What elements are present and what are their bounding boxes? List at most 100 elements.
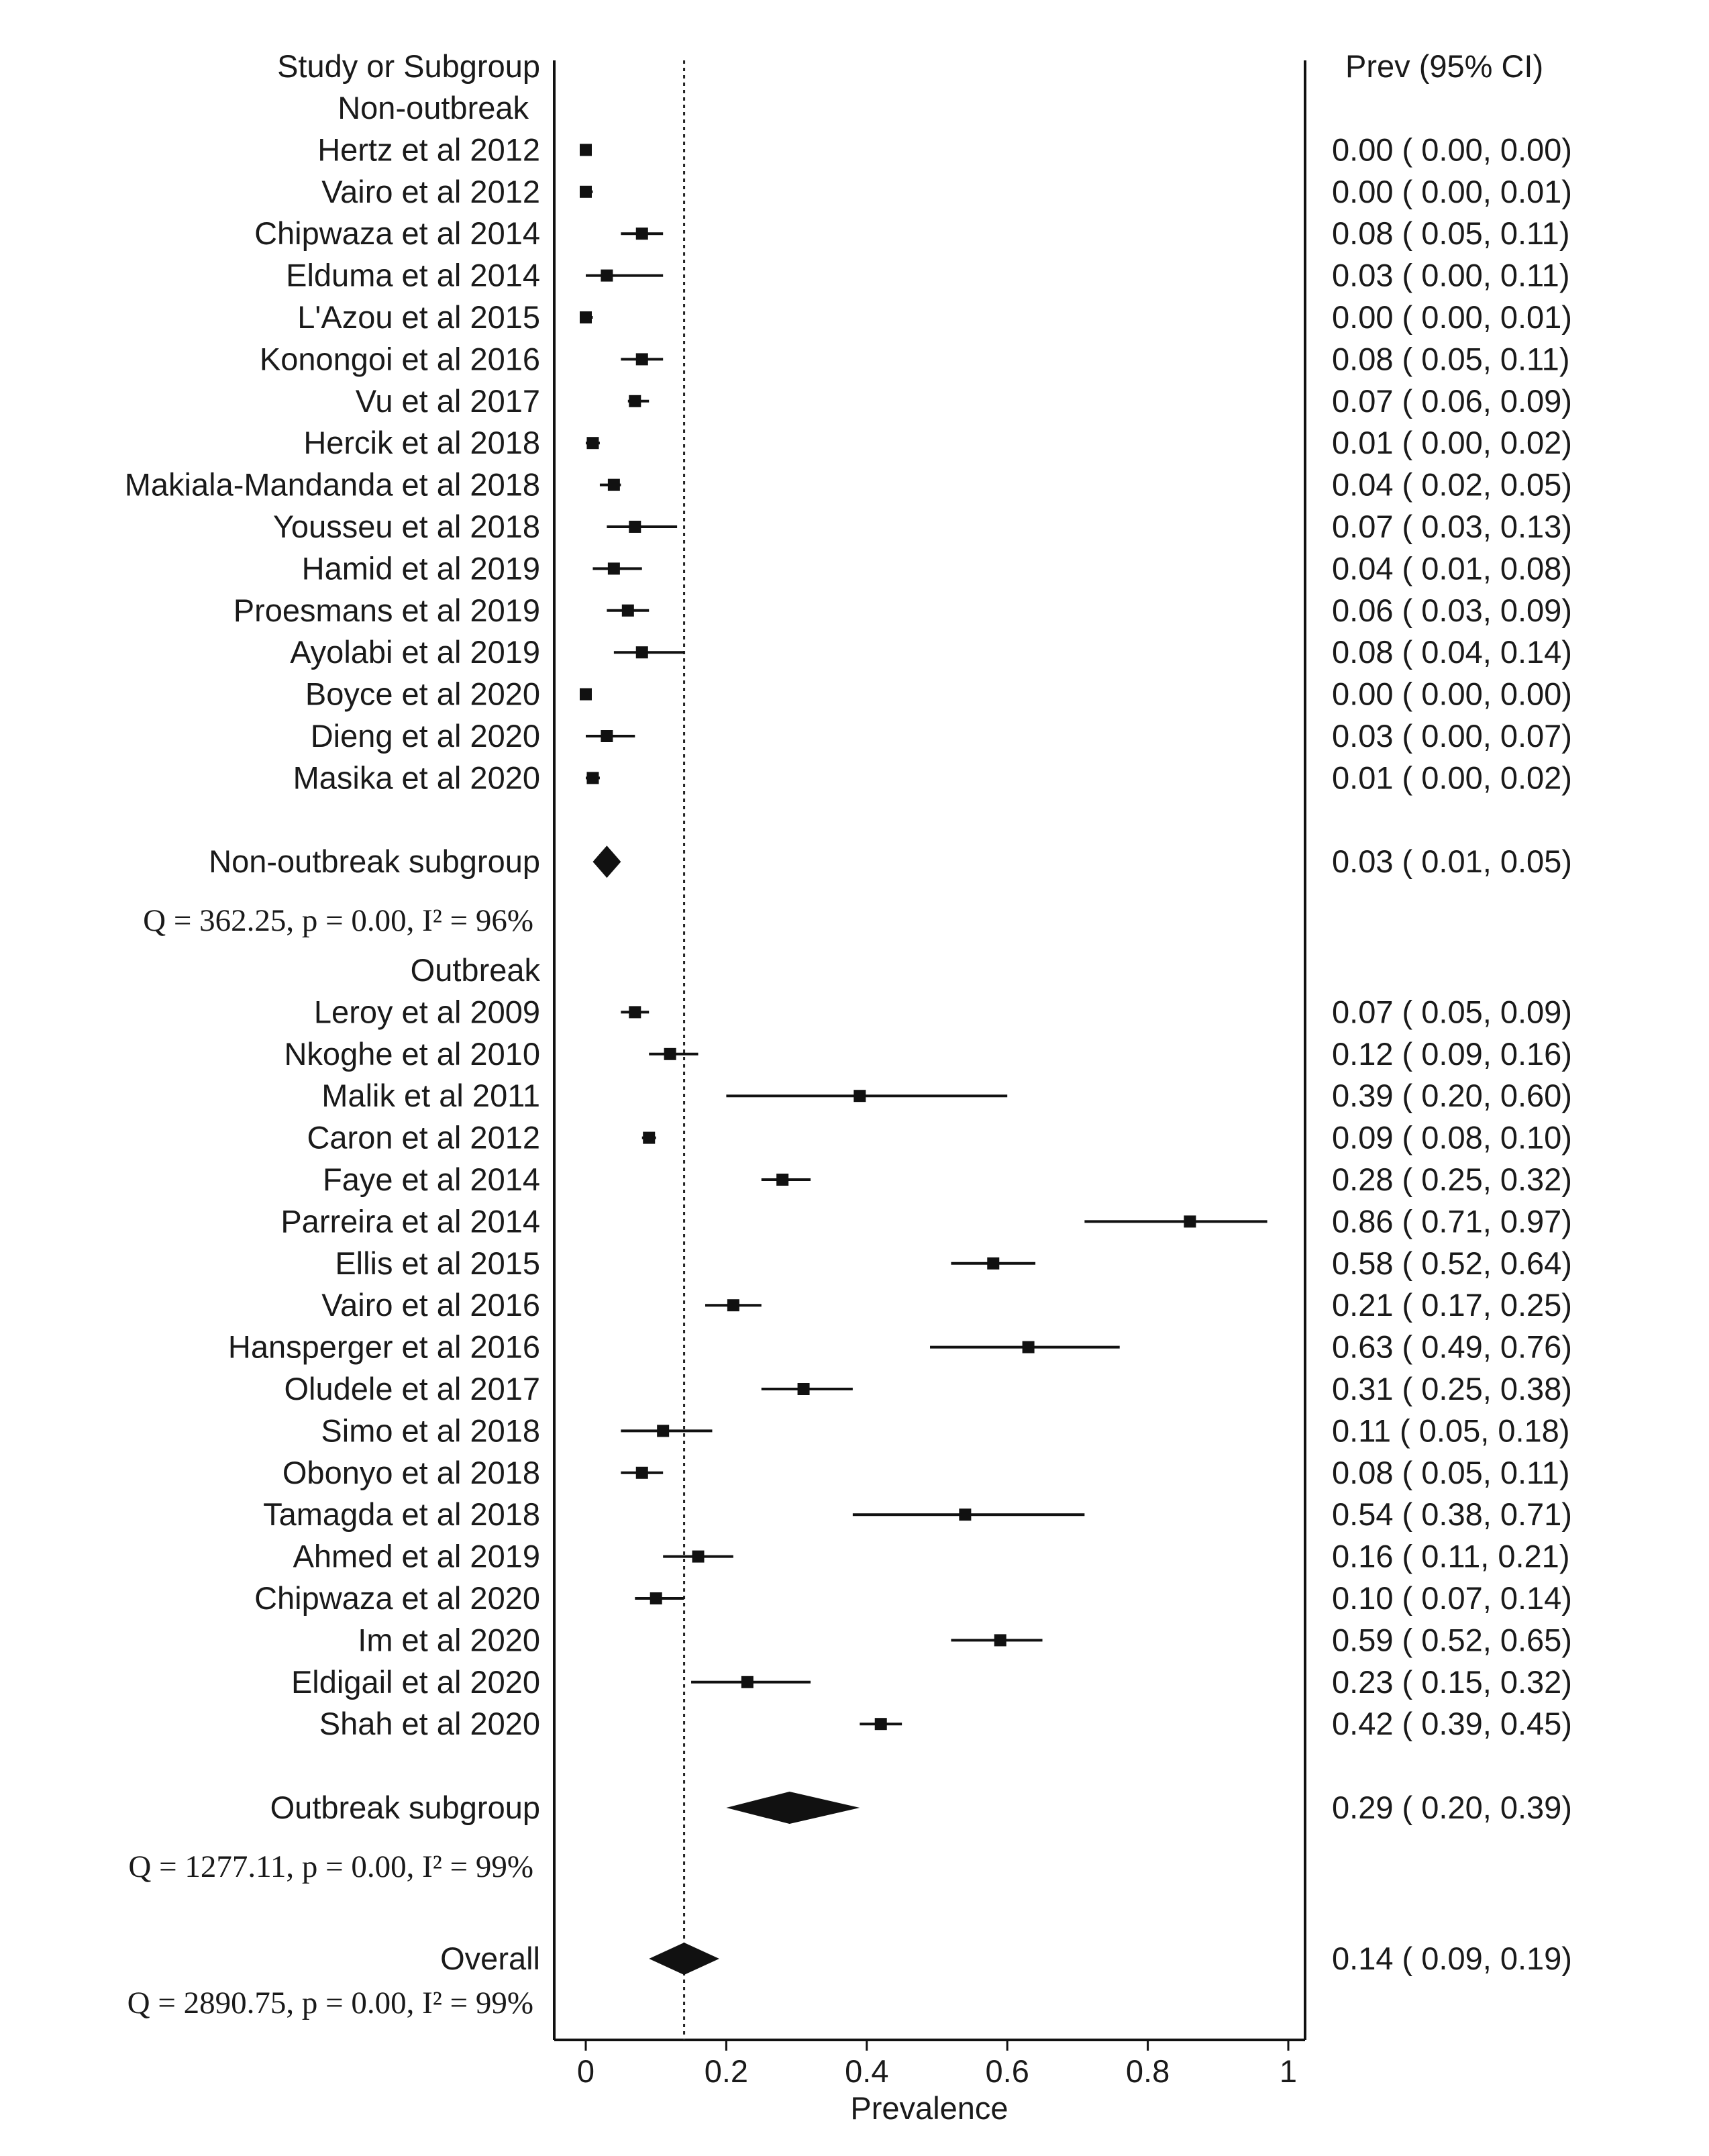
study-ci-text: 0.08 ( 0.04, 0.14) — [1332, 634, 1572, 670]
study-label: Ellis et al 2015 — [335, 1245, 540, 1281]
study-point — [657, 1425, 670, 1437]
study-ci-text: 0.21 ( 0.17, 0.25) — [1332, 1287, 1572, 1323]
study-ci-text: 0.00 ( 0.00, 0.00) — [1332, 676, 1572, 712]
study-label: Caron et al 2012 — [307, 1120, 540, 1156]
study-ci-text: 0.09 ( 0.08, 0.10) — [1332, 1120, 1572, 1156]
study-label: Vairo et al 2016 — [321, 1287, 540, 1323]
study-point — [601, 730, 613, 742]
study-label: Yousseu et al 2018 — [273, 509, 540, 544]
subgroup-label: Outbreak subgroup — [270, 1790, 540, 1825]
study-column-header: Study or Subgroup — [277, 48, 540, 84]
study-ci-text: 0.01 ( 0.00, 0.02) — [1332, 425, 1572, 460]
study-ci-text: 0.08 ( 0.05, 0.11) — [1332, 1455, 1569, 1490]
subgroup-diamond — [592, 845, 621, 878]
study-label: Eldigail et al 2020 — [291, 1664, 540, 1700]
study-ci-text: 0.01 ( 0.00, 0.02) — [1332, 760, 1572, 795]
study-point — [586, 437, 599, 450]
group-header: Non-outbreak — [338, 90, 529, 125]
study-point — [629, 395, 641, 407]
study-ci-text: 0.86 ( 0.71, 0.97) — [1332, 1203, 1572, 1239]
study-point — [601, 269, 613, 282]
x-tick-label: 0.4 — [845, 2053, 888, 2089]
study-label: Makiala-Mandanda et al 2018 — [125, 467, 540, 503]
study-point — [629, 521, 641, 533]
study-point — [635, 1466, 648, 1479]
study-ci-text: 0.42 ( 0.39, 0.45) — [1332, 1706, 1572, 1741]
study-point — [607, 478, 620, 491]
study-label: Ahmed et al 2019 — [293, 1539, 540, 1574]
study-point — [987, 1257, 1000, 1270]
study-label: Leroy et al 2009 — [314, 994, 540, 1029]
study-point — [621, 604, 634, 617]
study-ci-text: 0.07 ( 0.03, 0.13) — [1332, 509, 1572, 544]
study-ci-text: 0.63 ( 0.49, 0.76) — [1332, 1329, 1572, 1365]
study-ci-text: 0.04 ( 0.01, 0.08) — [1332, 550, 1572, 586]
study-point — [629, 1006, 641, 1019]
study-ci-text: 0.16 ( 0.11, 0.21) — [1332, 1539, 1569, 1574]
study-label: Shah et al 2020 — [319, 1706, 540, 1741]
study-label: Nkoghe et al 2010 — [284, 1036, 540, 1072]
study-point — [959, 1508, 972, 1521]
study-point — [1022, 1341, 1035, 1353]
study-label: Proesmans et al 2019 — [234, 593, 540, 628]
study-point — [994, 1634, 1006, 1647]
study-label: Elduma et al 2014 — [286, 258, 540, 293]
study-ci-text: 0.00 ( 0.00, 0.01) — [1332, 174, 1572, 209]
study-label: Konongoi et al 2016 — [260, 341, 540, 376]
subgroup-ci-text: 0.03 ( 0.01, 0.05) — [1332, 843, 1572, 879]
study-ci-text: 0.39 ( 0.20, 0.60) — [1332, 1078, 1572, 1113]
x-axis: 0 0.2 0.4 0.6 0.8 1 — [577, 2040, 1297, 2089]
x-tick-label: 0.6 — [986, 2053, 1029, 2089]
study-point — [635, 227, 648, 240]
study-label: Vu et al 2017 — [356, 383, 540, 419]
study-point — [580, 311, 592, 323]
study-ci-text: 0.04 ( 0.02, 0.05) — [1332, 467, 1572, 503]
study-label: Chipwaza et al 2014 — [254, 215, 540, 251]
study-ci-text: 0.00 ( 0.00, 0.01) — [1332, 299, 1572, 335]
subgroup-heterogeneity: Q = 1277.11, p = 0.00, I² = 99% — [128, 1849, 533, 1884]
study-ci-text: 0.06 ( 0.03, 0.09) — [1332, 593, 1572, 628]
study-point — [797, 1383, 810, 1395]
study-label: Obonyo et al 2018 — [282, 1455, 540, 1490]
study-label: Vairo et al 2012 — [321, 174, 540, 209]
study-ci-text: 0.11 ( 0.05, 0.18) — [1332, 1413, 1569, 1448]
x-tick-label: 0.2 — [705, 2053, 748, 2089]
study-ci-text: 0.23 ( 0.15, 0.32) — [1332, 1664, 1572, 1700]
study-point — [874, 1718, 887, 1731]
study-label: Hamid et al 2019 — [302, 550, 540, 586]
x-tick-label: 1 — [1280, 2053, 1297, 2089]
study-label: L'Azou et al 2015 — [297, 299, 540, 335]
study-ci-text: 0.07 ( 0.05, 0.09) — [1332, 994, 1572, 1029]
study-ci-text: 0.59 ( 0.52, 0.65) — [1332, 1622, 1572, 1657]
study-ci-text: 0.08 ( 0.05, 0.11) — [1332, 215, 1569, 251]
study-label: Oludele et al 2017 — [284, 1371, 540, 1406]
study-label: Hercik et al 2018 — [303, 425, 540, 460]
study-label: Im et al 2020 — [358, 1622, 540, 1657]
overall-label: Overall — [440, 1941, 540, 1976]
subgroup-ci-text: 0.29 ( 0.20, 0.39) — [1332, 1790, 1572, 1825]
study-ci-text: 0.54 ( 0.38, 0.71) — [1332, 1496, 1572, 1532]
study-point — [586, 772, 599, 784]
study-ci-text: 0.12 ( 0.09, 0.16) — [1332, 1036, 1572, 1072]
forest-rows: Non-outbreak Hertz et al 2012 0.00 ( 0.00,… — [125, 90, 1572, 2020]
study-label: Masika et al 2020 — [293, 760, 540, 795]
overall-diamond — [649, 1943, 719, 1975]
study-ci-text: 0.08 ( 0.05, 0.11) — [1332, 341, 1569, 376]
x-axis-label: Prevalence — [850, 2090, 1008, 2126]
study-label: Chipwaza et al 2020 — [254, 1580, 540, 1616]
study-point — [643, 1131, 656, 1144]
study-point — [650, 1592, 662, 1604]
study-label: Simo et al 2018 — [321, 1413, 540, 1448]
study-label: Parreira et al 2014 — [280, 1203, 540, 1239]
study-ci-text: 0.07 ( 0.06, 0.09) — [1332, 383, 1572, 419]
study-point — [635, 646, 648, 659]
study-label: Malik et al 2011 — [321, 1078, 540, 1113]
overall-ci-text: 0.14 ( 0.09, 0.19) — [1332, 1941, 1572, 1976]
study-label: Hansperger et al 2016 — [228, 1329, 540, 1365]
study-point — [607, 562, 620, 575]
estimate-column-header: Prev (95% CI) — [1345, 48, 1543, 84]
study-point — [776, 1174, 789, 1186]
study-point — [635, 353, 648, 366]
